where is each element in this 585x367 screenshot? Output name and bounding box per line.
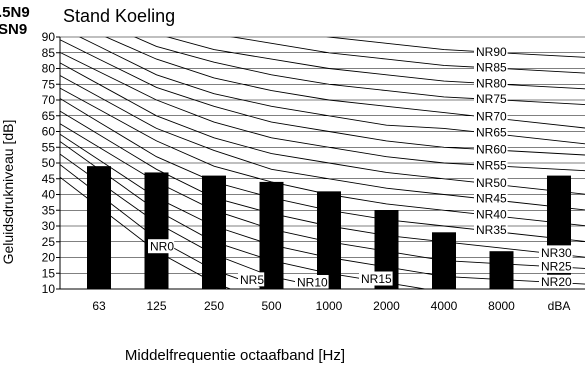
nr-label: NR90 — [474, 44, 508, 59]
x-tick-label: dBA — [548, 299, 571, 313]
nr-curve — [60, 176, 232, 289]
nr-label: NR10 — [295, 274, 329, 289]
svg-text:NR40: NR40 — [476, 207, 507, 221]
svg-text:NR70: NR70 — [476, 110, 507, 124]
svg-text:NR0: NR0 — [150, 240, 174, 254]
svg-text:NR85: NR85 — [476, 61, 507, 75]
bar — [144, 172, 169, 289]
nr-curve — [60, 123, 585, 269]
chart-title: Stand Koeling — [63, 6, 176, 26]
corner-label: .5N9 SN9 — [0, 4, 30, 38]
x-tick-labels: 63 125 250 500 1000 2000 4000 8000 dBA — [92, 299, 570, 313]
nr-label: NR85 — [474, 60, 508, 75]
nr-label: NR30 — [539, 245, 573, 260]
nr-label: NR75 — [474, 91, 508, 106]
y-tick-label: 15 — [42, 266, 56, 280]
svg-text:NR80: NR80 — [476, 76, 507, 90]
y-tick-label: 35 — [42, 203, 56, 217]
y-tick-label: 60 — [42, 125, 56, 139]
nr-curve — [60, 141, 428, 289]
y-tick-label: 45 — [42, 172, 56, 186]
svg-text:NR65: NR65 — [476, 125, 507, 139]
x-tick-label: 8000 — [488, 299, 515, 313]
bar — [489, 251, 514, 289]
svg-text:NR45: NR45 — [476, 192, 507, 206]
nr-curve — [60, 98, 585, 242]
nr-label: NR45 — [474, 191, 508, 206]
y-tick-label: 85 — [42, 46, 56, 60]
nr-curve — [60, 133, 585, 285]
x-tick-label: 4000 — [431, 299, 458, 313]
nr-curve — [230, 37, 585, 74]
y-tick-label: 50 — [42, 156, 56, 170]
nr-label: NR15 — [359, 271, 393, 286]
bar — [432, 232, 456, 289]
nr-label: NR50 — [474, 175, 508, 190]
nr-label: NR0 — [148, 239, 174, 254]
nr-label: NR55 — [474, 157, 508, 172]
nr-curve — [104, 37, 585, 129]
nr-curve — [60, 51, 585, 172]
nr-label: NR5 — [238, 272, 264, 287]
y-tick-label: 20 — [42, 251, 56, 265]
svg-text:NR75: NR75 — [476, 92, 507, 106]
nr-curve — [326, 37, 585, 58]
nr-label: NR40 — [474, 206, 508, 221]
svg-text:NR30: NR30 — [541, 246, 572, 260]
bar — [259, 181, 284, 289]
svg-text:NR25: NR25 — [541, 259, 572, 273]
y-axis-label: Geluidsdrukniveau [dB] — [0, 120, 16, 265]
svg-text:NR50: NR50 — [476, 176, 507, 190]
svg-text:NR90: NR90 — [476, 45, 507, 59]
nr-curve — [60, 87, 585, 227]
x-tick-label: 2000 — [373, 299, 400, 313]
nr-curve — [60, 62, 585, 195]
bar — [317, 191, 341, 289]
svg-text:NR60: NR60 — [476, 143, 507, 157]
nr-label: NR60 — [474, 142, 508, 157]
svg-text:NR15: NR15 — [361, 272, 392, 286]
svg-text:NR35: NR35 — [476, 223, 507, 237]
nr-curve — [60, 164, 269, 289]
x-tick-label: 250 — [204, 299, 224, 313]
y-tick-label: 25 — [42, 235, 56, 249]
y-tick-label: 10 — [42, 282, 56, 296]
nr-curve — [78, 37, 585, 145]
nr-curve — [60, 110, 585, 258]
nr-curve — [166, 37, 585, 90]
y-tick-label: 55 — [42, 140, 56, 154]
svg-text:NR10: NR10 — [297, 275, 328, 289]
nr-label: NR65 — [474, 124, 508, 139]
bar — [202, 175, 226, 289]
nr-label: NR70 — [474, 109, 508, 124]
svg-text:NR55: NR55 — [476, 158, 507, 172]
y-tick-label: 75 — [42, 77, 56, 91]
x-tick-label: 1000 — [316, 299, 343, 313]
svg-text:NR20: NR20 — [541, 275, 572, 289]
y-tick-label: 80 — [42, 62, 56, 76]
nr-curve — [60, 75, 585, 211]
x-tick-label: 63 — [92, 299, 106, 313]
y-tick-label: 30 — [42, 219, 56, 233]
nr-curve — [133, 37, 585, 106]
x-axis-label: Middelfrequentie octaafband [Hz] — [125, 347, 345, 364]
x-tick-label: 500 — [261, 299, 281, 313]
y-tick-label: 70 — [42, 93, 56, 107]
x-tick-label: 125 — [146, 299, 166, 313]
bar — [87, 166, 111, 289]
nr-label: NR20 — [539, 274, 573, 289]
svg-text:NR5: NR5 — [240, 273, 264, 287]
nr-label: NR35 — [474, 222, 508, 237]
nr-curve — [60, 39, 585, 156]
y-tick-label: 90 — [42, 30, 56, 44]
nr-label: NR80 — [474, 75, 508, 90]
nr-label: NR25 — [539, 258, 573, 273]
y-tick-label: 40 — [42, 188, 56, 202]
y-tick-label: 65 — [42, 109, 56, 123]
